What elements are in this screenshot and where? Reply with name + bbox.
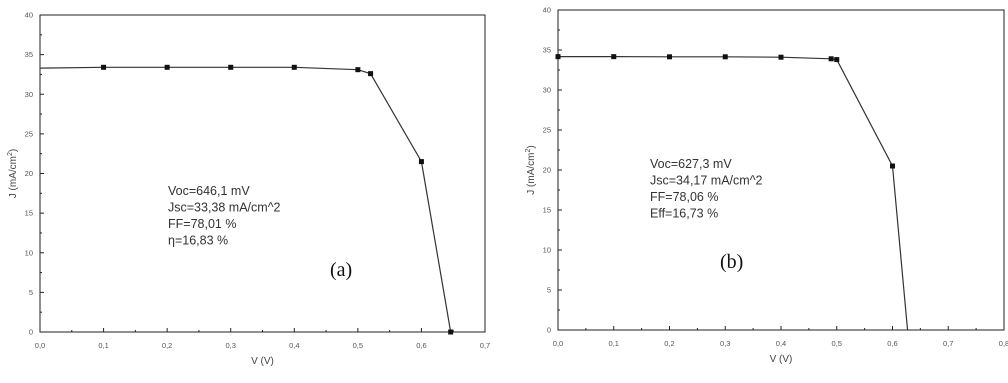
annotation-line: FF=78,01 % [168, 217, 236, 231]
x-tick-label: 0,0 [35, 341, 45, 350]
annotation-line: Eff=16,73 % [650, 207, 718, 221]
y-tick-label: 40 [543, 6, 551, 15]
data-point [101, 64, 107, 70]
x-axis-label: V (V) [770, 354, 793, 365]
y-tick-label: 5 [29, 288, 33, 297]
data-point [722, 54, 728, 60]
annotation-line: Jsc=34,17 mA/cm^2 [650, 174, 763, 188]
y-tick-label: 25 [25, 129, 33, 138]
data-point [611, 54, 617, 60]
data-point [368, 71, 374, 77]
annotation-line: FF=78,06 % [650, 190, 718, 204]
x-tick-label: 0,7 [480, 341, 490, 350]
y-tick-label: 0 [547, 326, 551, 335]
annotation-line: Jsc=33,38 mA/cm^2 [168, 201, 281, 215]
x-tick-label: 0,4 [289, 341, 299, 350]
data-point [555, 54, 561, 60]
y-tick-label: 10 [25, 248, 33, 257]
y-axis-label: J (mA/cm2) [525, 145, 537, 194]
data-point [890, 163, 895, 169]
x-tick-label: 0,6 [887, 339, 897, 348]
x-tick-label: 0,5 [832, 339, 842, 348]
data-point [778, 54, 784, 60]
series-line [558, 56, 909, 331]
chart-panel-1: 0,0 0,1 0,2 0,3 0,4 0,5 0,6 0,7 0 5 10 15 20 25 30 35 40… [7, 11, 490, 368]
x-tick-label: 0,3 [225, 341, 235, 350]
y-axis-label: J (mA/cm2) [7, 149, 19, 198]
y-tick-label: 20 [543, 166, 551, 175]
data-point [448, 329, 454, 335]
data-point [828, 56, 834, 62]
y-tick-label: 15 [25, 209, 33, 218]
x-tick-label: 0,6 [416, 341, 426, 350]
y-tick-label: 35 [543, 46, 551, 55]
annotation-line: η=16,83 % [168, 234, 228, 248]
plot-frame [39, 14, 486, 333]
x-tick-label: 0,1 [98, 341, 108, 350]
chart-panel-2: 0,0 0,1 0,2 0,3 0,4 0,5 0,6 0,7 0,8 0 5 10 15 20 25 30 3… [525, 6, 1008, 366]
panel-label: (b) [720, 251, 743, 273]
data-point [667, 54, 672, 60]
y-tick-label: 40 [25, 11, 33, 20]
y-tick-label: 15 [543, 206, 551, 215]
y-tick-label: 35 [25, 50, 33, 59]
data-point [355, 67, 361, 73]
x-axis-label: V (V) [251, 356, 274, 367]
x-tick-label: 0,8 [999, 339, 1008, 348]
x-tick-label: 0,2 [664, 339, 674, 348]
x-tick-label: 0,7 [943, 339, 953, 348]
x-tick-label: 0,0 [553, 339, 563, 348]
annotation-line: Voc=646,1 mV [168, 184, 250, 198]
x-tick-label: 0,5 [353, 341, 363, 350]
x-tick-label: 0,2 [162, 341, 172, 350]
data-point [291, 64, 297, 70]
y-tick-label: 30 [543, 86, 551, 95]
y-tick-label: 30 [25, 90, 33, 99]
y-tick-label: 5 [547, 286, 551, 295]
y-tick-label: 10 [543, 246, 551, 255]
data-point [164, 64, 170, 70]
x-tick-label: 0,4 [776, 339, 786, 348]
data-point [228, 64, 234, 70]
panel-label: (a) [330, 259, 352, 281]
x-tick-label: 0,3 [720, 339, 730, 348]
data-point [834, 57, 840, 63]
y-tick-label: 20 [25, 169, 33, 178]
y-tick-label: 0 [29, 328, 33, 337]
annotation-line: Voc=627,3 mV [650, 157, 732, 171]
y-tick-label: 25 [543, 126, 551, 135]
x-tick-label: 0,1 [609, 339, 619, 348]
data-point [418, 159, 424, 165]
